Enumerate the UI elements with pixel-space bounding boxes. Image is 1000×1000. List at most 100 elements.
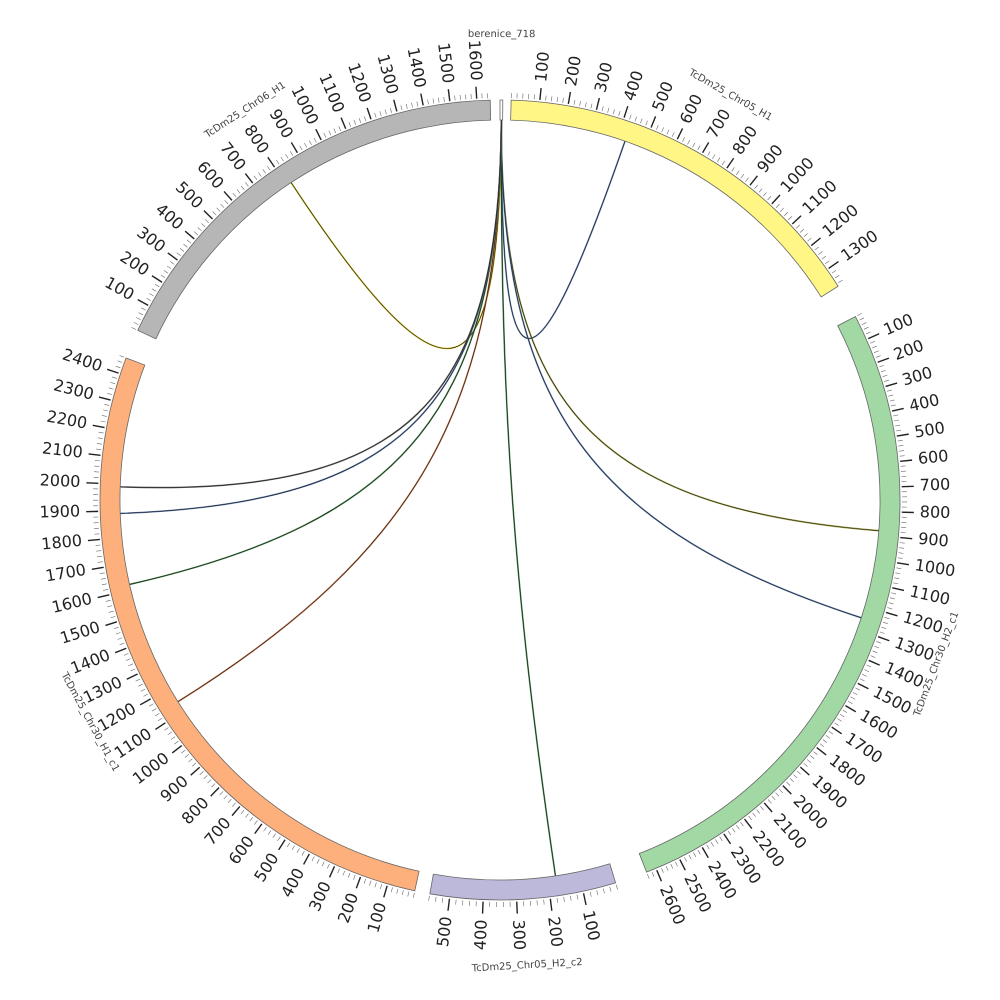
- tick-TcDm25_Chr30_H1_c1-1700: [91, 566, 104, 570]
- tick-TcDm25_Chr05_H2_c2-160: [563, 896, 565, 902]
- tick-TcDm25_Chr06_H1-180: [154, 283, 160, 288]
- tick-TcDm25_Chr06_H1-140: [149, 293, 154, 297]
- tick-label-TcDm25_Chr05_H1-1000: 1000: [776, 153, 818, 196]
- tick-TcDm25_Chr30_H2_c1-1560: [850, 696, 856, 700]
- tick-TcDm25_Chr30_H2_c1-2100: [763, 802, 773, 813]
- tick-TcDm25_Chr30_H2_c1-1860: [806, 759, 812, 763]
- tick-TcDm25_Chr30_H2_c1-1280: [879, 631, 885, 634]
- tick-TcDm25_Chr06_H1-960: [308, 140, 312, 146]
- tick-TcDm25_Chr30_H2_c1-920: [899, 542, 905, 544]
- tick-label-TcDm25_Chr05_H1-800: 800: [728, 122, 761, 158]
- tick-TcDm25_Chr30_H2_c1-2140: [756, 809, 760, 814]
- tick-label-TcDm25_Chr05_H1-1200: 1200: [819, 200, 863, 240]
- tick-TcDm25_Chr30_H1_c1-20: [407, 891, 410, 897]
- tick-TcDm25_Chr06_H1-820: [276, 159, 280, 165]
- tick-TcDm25_Chr30_H2_c1-1500: [857, 682, 869, 690]
- tick-label-TcDm25_Chr06_H1-1000: 1000: [287, 83, 322, 128]
- tick-TcDm25_Chr30_H1_c1-460: [291, 845, 295, 851]
- tick-TcDm25_Chr30_H2_c1-1480: [859, 678, 865, 682]
- tick-TcDm25_Chr06_H1-300: [167, 252, 178, 261]
- tick-TcDm25_Chr30_H1_c1-1220: [143, 693, 149, 697]
- tick-TcDm25_Chr30_H2_c1-1240: [882, 621, 888, 625]
- tick-TcDm25_Chr06_H1-1140: [353, 119, 357, 125]
- tick-TcDm25_Chr05_H1-1220: [814, 246, 819, 251]
- segments-layer: [99, 99, 901, 901]
- link-4-halo: [500, 119, 557, 877]
- tick-TcDm25_Chr06_H1-80: [141, 307, 146, 311]
- tick-label-TcDm25_Chr30_H1_c1-200: 200: [334, 890, 362, 925]
- tick-TcDm25_Chr30_H1_c1-2360: [110, 382, 116, 385]
- tick-TcDm25_Chr06_H1-1160: [358, 118, 362, 123]
- tick-TcDm25_Chr30_H2_c1-1840: [810, 755, 815, 759]
- tick-TcDm25_Chr30_H2_c1-100: [867, 333, 880, 340]
- tick-TcDm25_Chr30_H2_c1-1540: [852, 692, 858, 695]
- tick-TcDm25_Chr05_H2_c2-400: [481, 901, 484, 914]
- tick-TcDm25_Chr06_H1-880: [289, 151, 294, 156]
- tick-TcDm25_Chr30_H1_c1-560: [267, 830, 272, 835]
- tick-TcDm25_Chr05_H1-600: [676, 128, 684, 140]
- tick-TcDm25_Chr05_H1-140: [551, 96, 553, 102]
- tick-TcDm25_Chr30_H1_c1-1460: [115, 632, 121, 635]
- tick-TcDm25_Chr30_H1_c1-400: [303, 853, 310, 865]
- tick-TcDm25_Chr06_H1-0: [131, 327, 137, 330]
- tick-TcDm25_Chr30_H1_c1-380: [311, 856, 315, 862]
- tick-label-TcDm25_Chr06_H1-1400: 1400: [404, 46, 430, 90]
- tick-TcDm25_Chr06_H1-520: [212, 211, 217, 216]
- tick-TcDm25_Chr30_H1_c1-600: [254, 823, 263, 834]
- tick-TcDm25_Chr30_H2_c1-480: [895, 429, 902, 432]
- tick-TcDm25_Chr30_H2_c1-1580: [847, 700, 853, 704]
- tick-TcDm25_Chr06_H1-1380: [416, 101, 419, 107]
- tick-TcDm25_Chr30_H2_c1-1820: [813, 751, 818, 755]
- tick-TcDm25_Chr05_H2_c2-40: [602, 888, 605, 894]
- tick-TcDm25_Chr30_H1_c1-740: [227, 798, 232, 803]
- tick-TcDm25_Chr05_H1-100: [539, 87, 542, 101]
- tick-TcDm25_Chr30_H1_c1-720: [232, 802, 236, 807]
- tick-TcDm25_Chr30_H2_c1-1440: [864, 669, 870, 672]
- tick-TcDm25_Chr30_H2_c1-0: [857, 313, 862, 316]
- tick-TcDm25_Chr30_H2_c1-1920: [796, 770, 801, 775]
- tick-TcDm25_Chr06_H1-1000: [315, 128, 322, 141]
- tick-TcDm25_Chr06_H1-620: [232, 192, 237, 197]
- tick-TcDm25_Chr30_H1_c1-1120: [157, 717, 163, 722]
- tick-TcDm25_Chr06_H1-1340: [405, 103, 408, 109]
- tick-label-TcDm25_Chr06_H1-1500: 1500: [434, 42, 458, 85]
- tick-TcDm25_Chr05_H2_c2-120: [576, 894, 579, 900]
- tick-TcDm25_Chr05_H1-340: [607, 107, 610, 113]
- tick-TcDm25_Chr30_H1_c1-2420: [115, 365, 121, 369]
- tick-TcDm25_Chr05_H1-1360: [838, 279, 843, 284]
- segment-TcDm25_Chr05_H2_c2: [429, 863, 617, 901]
- tick-TcDm25_Chr05_H1-960: [763, 192, 767, 197]
- tick-TcDm25_Chr30_H1_c1-1680: [99, 572, 105, 574]
- tick-TcDm25_Chr05_H2_c2-100: [582, 893, 587, 906]
- link-4: [500, 120, 556, 876]
- tick-TcDm25_Chr30_H2_c1-2260: [731, 827, 736, 833]
- segment-TcDm25_Chr06_H1: [137, 99, 492, 340]
- tick-TcDm25_Chr06_H1-1440: [432, 98, 435, 104]
- tick-TcDm25_Chr30_H1_c1-60: [396, 888, 399, 894]
- tick-label-TcDm25_Chr05_H1-900: 900: [753, 141, 787, 177]
- tick-TcDm25_Chr06_H1-1280: [389, 107, 392, 113]
- tick-TcDm25_Chr30_H2_c1-1120: [891, 592, 897, 595]
- tick-TcDm25_Chr30_H1_c1-340: [321, 861, 325, 867]
- tick-TcDm25_Chr30_H2_c1-1140: [889, 597, 895, 600]
- tick-TcDm25_Chr30_H1_c1-1780: [95, 544, 101, 546]
- tick-TcDm25_Chr30_H1_c1-1620: [103, 589, 109, 591]
- tick-TcDm25_Chr30_H2_c1-1760: [822, 739, 828, 743]
- tick-label-TcDm25_Chr30_H1_c1-1400: 1400: [68, 645, 113, 678]
- tick-TcDm25_Chr06_H1-260: [166, 265, 172, 270]
- tick-TcDm25_Chr05_H1-260: [584, 102, 587, 108]
- tick-TcDm25_Chr30_H2_c1-2520: [675, 861, 678, 867]
- tick-TcDm25_Chr05_H1-400: [623, 106, 629, 118]
- tick-TcDm25_Chr06_H1-1600: [475, 86, 478, 99]
- tick-TcDm25_Chr30_H1_c1-660: [245, 813, 249, 818]
- tick-TcDm25_Chr30_H1_c1-1340: [128, 663, 134, 667]
- tick-TcDm25_Chr30_H2_c1-300: [885, 382, 898, 388]
- tick-label-TcDm25_Chr30_H2_c1-1100: 1100: [908, 581, 952, 608]
- tick-label-TcDm25_Chr06_H1-700: 700: [216, 138, 250, 174]
- tick-TcDm25_Chr30_H2_c1-2580: [661, 868, 664, 873]
- tick-TcDm25_Chr06_H1-1500: [447, 89, 451, 102]
- tick-TcDm25_Chr06_H1-860: [285, 153, 289, 159]
- link-8: [120, 120, 502, 488]
- tick-TcDm25_Chr30_H2_c1-440: [894, 419, 900, 422]
- tick-TcDm25_Chr30_H2_c1-2380: [706, 844, 710, 850]
